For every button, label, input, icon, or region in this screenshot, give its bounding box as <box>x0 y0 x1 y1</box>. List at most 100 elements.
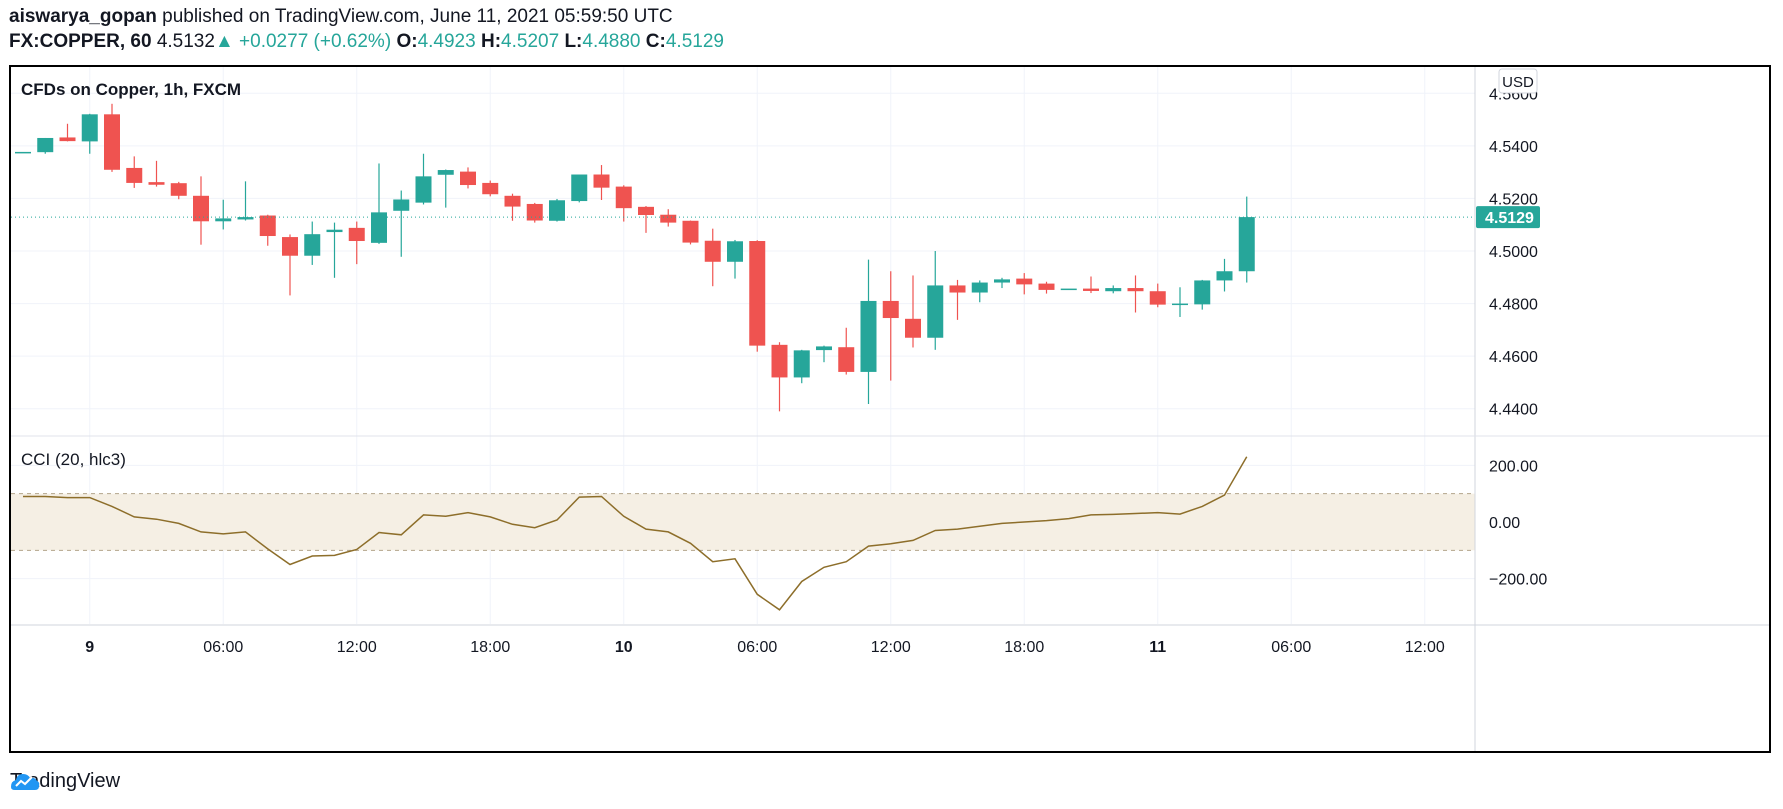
candle-up <box>571 175 587 203</box>
candle-down <box>883 271 899 380</box>
candle-body <box>683 221 699 243</box>
up-arrow-icon: ▲ <box>215 31 234 52</box>
candle-body <box>1217 271 1233 280</box>
cci-tick-label: 0.00 <box>1489 515 1520 532</box>
candle-body <box>972 283 988 293</box>
low-value: 4.4880 <box>582 31 640 52</box>
x-tick-label: 06:00 <box>203 639 243 656</box>
candle-body <box>15 152 31 154</box>
cci-title: CCI (20, hlc3) <box>21 450 126 469</box>
price-tick-label: 4.5200 <box>1489 191 1538 208</box>
candle-body <box>1172 304 1188 306</box>
candle-up <box>994 278 1010 288</box>
candle-down <box>1150 284 1166 308</box>
candle-up <box>861 260 877 404</box>
candle-body <box>60 137 76 141</box>
candle-body <box>660 215 676 223</box>
candle-body <box>616 187 632 209</box>
candle-down <box>482 181 498 197</box>
x-tick-label: 11 <box>1149 639 1166 656</box>
price-tick-label: 4.4600 <box>1489 349 1538 366</box>
candle-body <box>950 285 966 292</box>
candle-body <box>1128 288 1144 291</box>
candle-body <box>772 345 788 378</box>
candle-down <box>772 342 788 411</box>
candle-up <box>1105 285 1121 293</box>
x-tick-label: 18:00 <box>470 639 510 656</box>
candle-body <box>861 301 877 372</box>
cci-band <box>11 494 1475 551</box>
footer: TradingView <box>10 770 120 793</box>
candle-up <box>82 114 98 154</box>
x-tick-label: 9 <box>85 639 94 656</box>
candle-body <box>282 237 298 256</box>
candle-body <box>1016 279 1032 285</box>
candle-up <box>727 240 743 279</box>
candle-down <box>149 161 165 187</box>
candle-down <box>126 156 142 188</box>
chart-svg[interactable]: 9 06:00 12:00 18:00 10 06:00 12:00 18:00 11 06:00… <box>11 67 1769 751</box>
ohlc-line: FX:COPPER, 60 4.5132▲ +0.0277 (+0.62%) O… <box>9 31 724 53</box>
candle-up <box>816 346 832 363</box>
candle-up <box>371 163 387 243</box>
candle-down <box>1039 282 1055 294</box>
candle-down <box>104 104 120 172</box>
candle-down <box>749 240 765 351</box>
candle-body <box>571 175 587 202</box>
candle-body <box>883 301 899 318</box>
candle-body <box>638 207 654 215</box>
symbol-label: FX:COPPER, 60 <box>9 31 152 52</box>
candle-up <box>1194 280 1210 310</box>
candle-body <box>549 200 565 221</box>
high-label: H: <box>481 31 501 52</box>
candle-up <box>1217 259 1233 292</box>
candle-body <box>460 172 476 185</box>
candle-up <box>15 152 31 154</box>
candle-body <box>1083 289 1099 291</box>
candle-body <box>1039 284 1055 290</box>
x-tick-label: 10 <box>615 639 633 656</box>
candle-body <box>727 241 743 262</box>
candle-down <box>838 328 854 375</box>
tradingview-logo-icon <box>10 770 40 792</box>
last-price-label: 4.5129 <box>1485 210 1534 227</box>
x-tick-label: 12:00 <box>871 639 911 656</box>
x-tick-label: 06:00 <box>1271 639 1311 656</box>
candle-up <box>1239 197 1255 283</box>
candle-down <box>171 182 187 199</box>
candle-body <box>527 204 543 221</box>
candle-up <box>438 170 454 208</box>
candle-body <box>349 228 365 241</box>
author-name[interactable]: aiswarya_gopan <box>9 6 157 27</box>
high-value: 4.5207 <box>501 31 559 52</box>
candle-body <box>149 182 165 185</box>
candle-body <box>104 114 120 169</box>
candle-up <box>1172 287 1188 317</box>
candle-body <box>905 319 921 338</box>
candle-down <box>660 209 676 226</box>
candle-up <box>37 138 53 154</box>
candle-body <box>327 230 343 232</box>
chart-frame[interactable]: 9 06:00 12:00 18:00 10 06:00 12:00 18:00 11 06:00… <box>9 65 1771 753</box>
candle-body <box>482 183 498 194</box>
candle-down <box>349 222 365 265</box>
candle-body <box>749 241 765 346</box>
candle-body <box>171 183 187 196</box>
candle-down <box>193 176 209 244</box>
candle-body <box>304 234 320 256</box>
candle-body <box>1150 291 1166 304</box>
candle-down <box>638 206 654 233</box>
chart-title: CFDs on Copper, 1h, FXCM <box>21 80 241 99</box>
candle-body <box>37 138 53 152</box>
close-label: C: <box>646 31 666 52</box>
open-label: O: <box>396 31 417 52</box>
candles <box>11 104 1475 412</box>
candle-up <box>393 191 409 257</box>
candle-down <box>1128 275 1144 312</box>
cci-tick-label: 200.00 <box>1489 458 1538 475</box>
cci-tick-label: −200.00 <box>1489 572 1547 589</box>
price-tick-label: 4.4400 <box>1489 402 1538 419</box>
candle-down <box>505 194 521 221</box>
x-tick-label: 06:00 <box>737 639 777 656</box>
last-price: 4.5132 <box>157 31 215 52</box>
